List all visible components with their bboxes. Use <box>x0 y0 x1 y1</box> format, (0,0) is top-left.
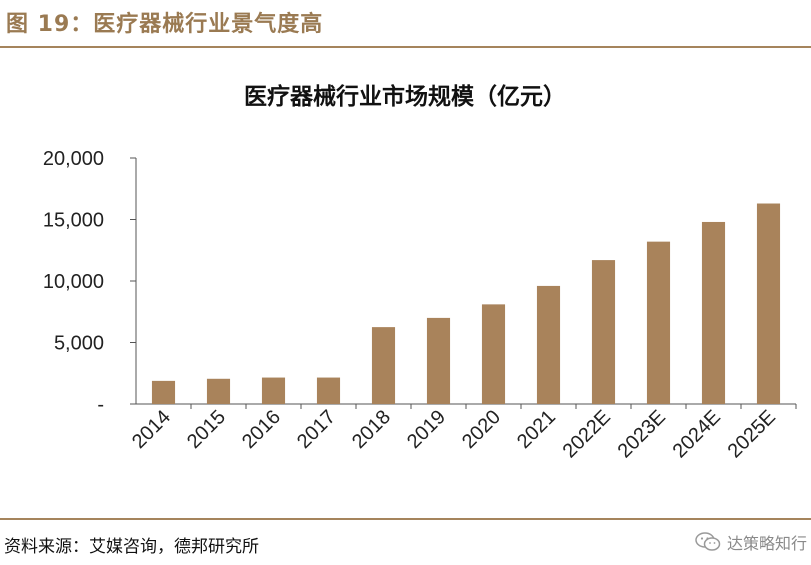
y-tick-label: 15,000 <box>43 210 104 232</box>
y-axis: - 5,000 10,000 15,000 20,000 <box>43 148 137 416</box>
y-tick-label: 5,000 <box>54 333 104 355</box>
bar-2024E <box>701 221 726 404</box>
bars <box>151 203 781 404</box>
x-tick-label-2023E: 2023E <box>614 406 670 462</box>
x-tick-label-2024E: 2024E <box>669 406 725 462</box>
x-tick-label-2016: 2016 <box>238 406 285 453</box>
y-tick-label: 20,000 <box>43 148 104 170</box>
bar-2019 <box>426 317 451 404</box>
bar-2015 <box>206 378 231 404</box>
x-tick-label-2017: 2017 <box>293 406 340 453</box>
bar-2023E <box>646 241 671 404</box>
watermark-text: 达策略知行 <box>726 534 807 553</box>
figure-header: 图 19：医疗器械行业景气度高 <box>0 0 811 48</box>
y-tick-label: - <box>97 394 104 416</box>
x-axis <box>136 403 797 409</box>
chart-title: 医疗器械行业市场规模（亿元） <box>244 83 566 110</box>
x-tick-label-2022E: 2022E <box>559 406 615 462</box>
bar-2025E <box>756 203 781 404</box>
bar-chart: 医疗器械行业市场规模（亿元） -5,00010,00015,00020,000 … <box>43 83 797 462</box>
x-tick-label-2014: 2014 <box>128 406 175 453</box>
figure-title: 图 19：医疗器械行业景气度高 <box>6 12 324 37</box>
bar-2022E <box>591 260 616 404</box>
x-tick-label-2019: 2019 <box>403 406 450 453</box>
x-tick-label-2018: 2018 <box>348 406 395 453</box>
watermark: 达策略知行 <box>695 530 807 554</box>
x-tick-label-2015: 2015 <box>183 406 230 453</box>
y-tick-label: 10,000 <box>43 271 104 293</box>
figure-footer: 资料来源：艾媒咨询，德邦研究所 达策略知行 <box>0 518 811 565</box>
bar-2018 <box>371 327 396 404</box>
x-tick-labels: 2014 2015 2016 2017 2018 2019 2020 20212022E202… <box>128 406 780 462</box>
bar-2014 <box>151 380 176 404</box>
source-note: 资料来源：艾媒咨询，德邦研究所 <box>4 537 259 557</box>
bar-2021 <box>536 285 561 404</box>
bar-2016 <box>261 377 286 404</box>
wechat-icon <box>695 532 721 551</box>
x-tick-label-2025E: 2025E <box>724 406 780 462</box>
bar-2020 <box>481 304 506 404</box>
x-tick-label-2020: 2020 <box>458 406 505 453</box>
bar-2017 <box>316 377 341 404</box>
x-tick-label-2021: 2021 <box>513 406 560 453</box>
